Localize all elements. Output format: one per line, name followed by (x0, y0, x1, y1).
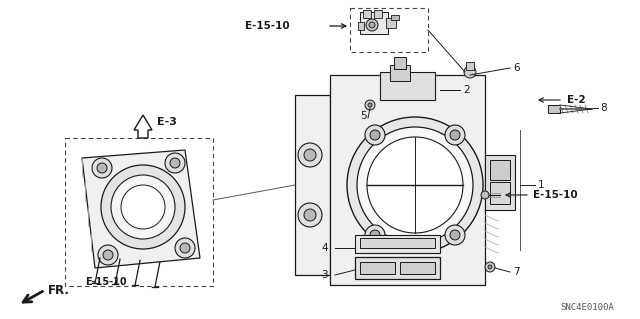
Bar (400, 262, 435, 274)
Text: E-15-10: E-15-10 (533, 190, 578, 200)
Text: 2: 2 (463, 85, 470, 95)
Bar (360, 262, 395, 274)
Bar (355, 257, 440, 279)
Circle shape (165, 153, 185, 173)
Circle shape (347, 117, 483, 253)
Bar (386, 18, 396, 28)
Text: FR.: FR. (48, 285, 70, 298)
Circle shape (369, 22, 375, 28)
Circle shape (175, 238, 195, 258)
Polygon shape (134, 115, 152, 138)
Circle shape (98, 245, 118, 265)
Circle shape (450, 230, 460, 240)
Circle shape (180, 243, 190, 253)
Circle shape (445, 225, 465, 245)
Circle shape (121, 185, 165, 229)
Circle shape (357, 127, 473, 243)
Circle shape (445, 125, 465, 145)
Circle shape (366, 19, 378, 31)
Text: E-15-10: E-15-10 (85, 277, 127, 287)
Bar (390, 65, 410, 81)
Text: 1: 1 (538, 180, 545, 190)
Bar (295, 95, 330, 275)
Circle shape (450, 130, 460, 140)
Bar (65, 138, 213, 286)
Text: 6: 6 (513, 63, 520, 73)
Bar (360, 12, 388, 34)
Circle shape (485, 262, 495, 272)
Circle shape (97, 163, 107, 173)
Circle shape (488, 265, 492, 269)
Text: SNC4E0100A: SNC4E0100A (560, 303, 614, 313)
Bar (358, 22, 364, 30)
Text: E-3: E-3 (157, 117, 177, 127)
Circle shape (304, 149, 316, 161)
Circle shape (365, 100, 375, 110)
Circle shape (103, 250, 113, 260)
Circle shape (298, 203, 322, 227)
Circle shape (365, 225, 385, 245)
Bar (490, 182, 510, 204)
Text: 7: 7 (513, 267, 520, 277)
Circle shape (464, 66, 476, 78)
Bar (380, 72, 435, 100)
Bar (485, 155, 515, 210)
Circle shape (101, 165, 185, 249)
Text: E-2: E-2 (567, 95, 586, 105)
Bar (374, 10, 382, 18)
Bar (466, 62, 474, 70)
Bar (330, 75, 485, 285)
Bar (350, 8, 428, 52)
Text: 3: 3 (321, 270, 328, 280)
Bar (360, 238, 435, 248)
Circle shape (92, 158, 112, 178)
Circle shape (367, 137, 463, 233)
Circle shape (481, 191, 489, 199)
Polygon shape (82, 150, 200, 268)
Circle shape (368, 103, 372, 107)
Circle shape (304, 209, 316, 221)
Bar (391, 15, 399, 20)
Bar (355, 235, 440, 253)
Circle shape (298, 143, 322, 167)
Bar (394, 57, 406, 69)
Bar (548, 105, 560, 113)
Text: 8: 8 (600, 103, 607, 113)
Bar (490, 160, 510, 180)
Text: 5: 5 (360, 111, 367, 121)
Text: 4: 4 (321, 243, 328, 253)
Text: E-15-10: E-15-10 (245, 21, 290, 31)
Circle shape (370, 130, 380, 140)
Circle shape (365, 125, 385, 145)
Circle shape (170, 158, 180, 168)
Bar (363, 10, 371, 18)
Circle shape (370, 230, 380, 240)
Circle shape (111, 175, 175, 239)
